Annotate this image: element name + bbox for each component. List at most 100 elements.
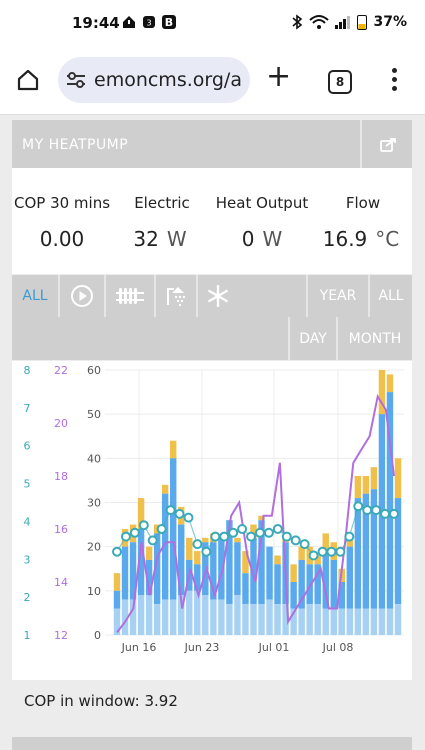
- range-year-button[interactable]: YEAR: [319, 288, 357, 304]
- x-tick-label: Jul 08: [322, 641, 354, 654]
- stat-electric-unit: W: [166, 227, 187, 251]
- main-axis-tick-label: 0: [94, 629, 101, 642]
- bar-base: [330, 608, 337, 635]
- bar-base: [113, 608, 121, 635]
- page-content: MY HEATPUMP COP 30 mins 0.00 Electric 32…: [0, 115, 425, 750]
- svg-text:B: B: [165, 16, 173, 29]
- next-card-header: [12, 737, 412, 750]
- status-bar: 19:44 3 B 37%: [0, 0, 425, 46]
- mode-all-button[interactable]: ALL: [22, 288, 48, 304]
- cop-window-value: 3.92: [144, 692, 178, 710]
- x-tick-label: Jul 01: [258, 641, 290, 654]
- bar-base: [145, 595, 153, 635]
- range-month-button[interactable]: MONTH: [348, 330, 402, 347]
- bar-electric: [169, 440, 177, 459]
- bar-base: [218, 599, 225, 635]
- cop-window-bar: COP in window: 3.92: [12, 680, 412, 724]
- bar-base: [250, 604, 257, 635]
- bar-electric: [186, 537, 193, 560]
- bar-base: [266, 599, 273, 635]
- flow-point: [263, 527, 274, 538]
- bar-heat: [210, 542, 217, 600]
- flow-point: [353, 501, 364, 512]
- flow-point: [362, 505, 373, 516]
- flow-point: [246, 531, 257, 542]
- url-text[interactable]: emoncms.org/a: [94, 69, 242, 91]
- flow-point: [165, 505, 176, 516]
- bar-electric: [137, 498, 145, 529]
- mode-heating-button[interactable]: [106, 275, 154, 317]
- range-all-button[interactable]: ALL: [378, 288, 404, 304]
- bar-heat: [250, 537, 257, 605]
- stats-panel: COP 30 mins 0.00 Electric 32 W Heat Outpu…: [12, 168, 412, 274]
- bar-electric: [242, 551, 249, 574]
- cop-window-text: COP in window: 3.92: [24, 692, 178, 710]
- bar-base: [129, 599, 137, 635]
- bar-base: [346, 608, 354, 635]
- bar-base: [178, 595, 185, 635]
- bar-electric: [362, 476, 370, 494]
- bar-electric: [258, 515, 265, 521]
- left-axis-tick-label: 5: [24, 478, 31, 491]
- flow-point: [192, 539, 203, 550]
- bar-electric: [234, 537, 241, 543]
- left-axis-tick-label: 1: [24, 629, 31, 642]
- bar-heat: [386, 392, 394, 609]
- bar-heat: [290, 582, 297, 609]
- play-circle-icon: [71, 285, 93, 307]
- bar-electric: [274, 555, 281, 565]
- bar-base: [161, 599, 169, 635]
- stat-flow-unit: °C: [375, 227, 400, 251]
- cop-axis-tick-label: 16: [54, 523, 68, 536]
- bar-base: [226, 604, 233, 635]
- chart-toolbar: ALL YEAR ALL DAY MONTH: [12, 275, 412, 360]
- bar-base: [137, 595, 145, 635]
- flow-point: [210, 531, 221, 542]
- bar-base: [242, 604, 249, 635]
- x-tick-label: Jun 23: [184, 641, 220, 654]
- mode-running-button[interactable]: [60, 275, 104, 317]
- status-right: 37%: [291, 14, 407, 30]
- tab-switcher-button[interactable]: 8: [328, 70, 352, 94]
- range-day-button[interactable]: DAY: [299, 330, 327, 347]
- open-external-button[interactable]: [360, 120, 412, 168]
- mode-hotwater-button[interactable]: [156, 275, 196, 317]
- home-icon[interactable]: [16, 68, 40, 92]
- cop-window-label: COP in window:: [24, 692, 140, 710]
- bar-heat: [226, 520, 233, 605]
- stat-flow-reading: 16.9 °C: [323, 227, 400, 251]
- bar-heat: [129, 542, 137, 600]
- url-bar[interactable]: emoncms.org/a: [58, 57, 250, 103]
- bar-heat: [218, 537, 225, 600]
- stat-flow-label: Flow: [345, 194, 381, 212]
- site-settings-icon[interactable]: [66, 71, 86, 89]
- left-axis-tick-label: 3: [24, 553, 31, 566]
- overflow-menu-icon[interactable]: [392, 68, 398, 95]
- bar-electric: [354, 476, 362, 499]
- bar-base: [274, 604, 281, 635]
- mode-cooling-button[interactable]: [198, 275, 238, 317]
- chart-panel: 0 10 20 30 40 50 60 1 2 3 4 5 6 7 8 12 14 16 18 20 22 Jun 16 J…: [12, 361, 412, 681]
- radiator-icon: [116, 288, 144, 304]
- signal-icon: [335, 16, 351, 29]
- bar-electric: [314, 555, 321, 565]
- bar-base: [362, 608, 370, 635]
- cop-axis-tick-label: 14: [54, 576, 68, 589]
- cop-axis-tick-label: 18: [54, 470, 68, 483]
- bar-electric: [370, 467, 378, 490]
- new-tab-button[interactable]: +: [266, 59, 292, 94]
- bar-heat: [274, 564, 281, 605]
- bar-electric: [113, 573, 121, 591]
- bar-heat: [194, 564, 201, 591]
- bar-heat: [145, 559, 153, 596]
- open-external-icon: [380, 138, 396, 152]
- bar-base: [386, 608, 394, 635]
- bar-electric: [145, 546, 153, 560]
- bar-heat: [330, 559, 337, 609]
- flow-point: [290, 535, 301, 546]
- cop-axis-tick-label: 22: [54, 364, 68, 377]
- flow-point: [138, 520, 149, 531]
- left-axis-tick-label: 7: [24, 402, 31, 415]
